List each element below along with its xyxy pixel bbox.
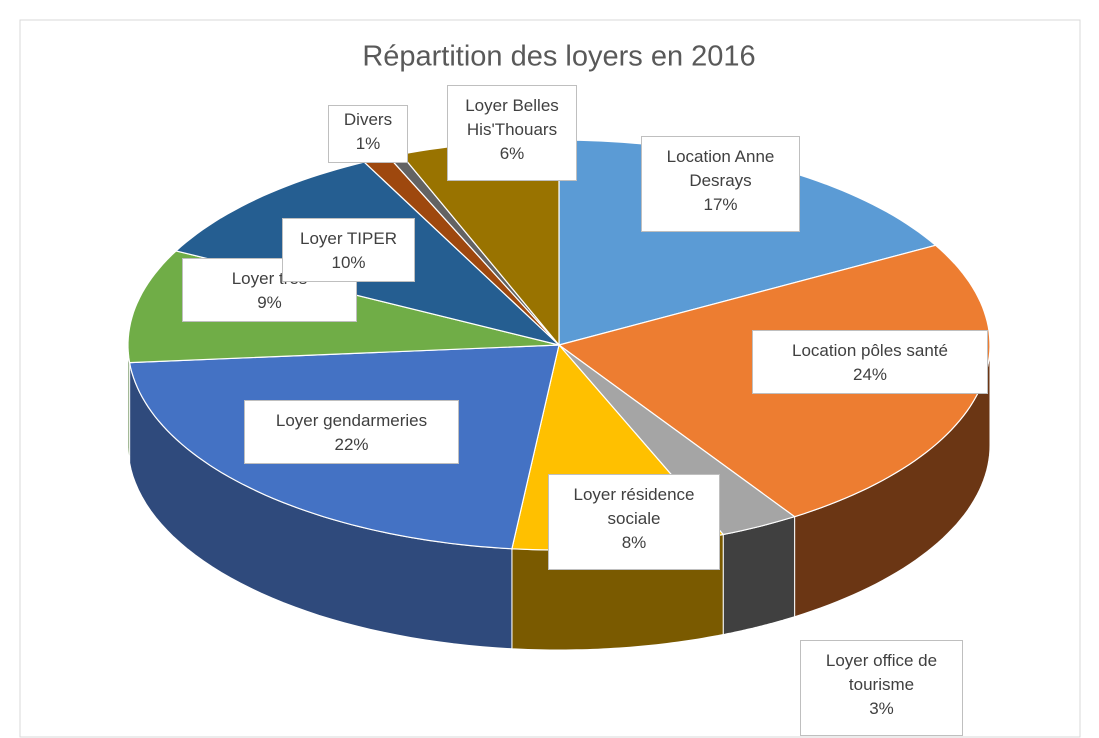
chart-title: Répartition des loyers en 2016 [362, 41, 755, 73]
label-value: 9% [257, 293, 282, 312]
slice-side [722, 516, 796, 636]
label-name: Divers [343, 110, 393, 129]
data-label: Loyer Belles His'Thouars 6% [447, 85, 577, 181]
data-label: Loyer résidence sociale 8% [548, 474, 720, 570]
chart-border [19, 19, 1081, 738]
label-value: 17% [703, 195, 738, 214]
label-name: Location pôles santé [792, 341, 948, 360]
label-name: Loyer gendarmeries [275, 411, 428, 430]
data-label: Location pôles santé 24% [752, 330, 988, 394]
data-label: Loyer gendarmeries 22% [244, 400, 459, 464]
label-name: Loyer Belles His'Thouars [465, 96, 559, 139]
data-label: Loyer office de tourisme 3% [800, 640, 963, 736]
data-label: Location Anne Desrays 17% [641, 136, 800, 232]
label-value: 3% [869, 699, 894, 718]
label-name: Loyer TIPER [299, 229, 397, 248]
label-name: Loyer office de tourisme [825, 651, 938, 694]
data-label: Loyer TIPER 10% [282, 218, 415, 282]
slice [558, 344, 796, 536]
label-name: Location Anne Desrays [666, 147, 775, 190]
label-value: 24% [852, 365, 888, 384]
label-value: 6% [499, 144, 525, 163]
label-name: Loyer résidence sociale [573, 485, 695, 528]
data-label: Divers 1% [328, 105, 408, 163]
label-value: 1% [355, 134, 381, 153]
label-value: 22% [334, 435, 369, 454]
label-value: 10% [331, 253, 366, 272]
label-value: 8% [621, 533, 647, 552]
